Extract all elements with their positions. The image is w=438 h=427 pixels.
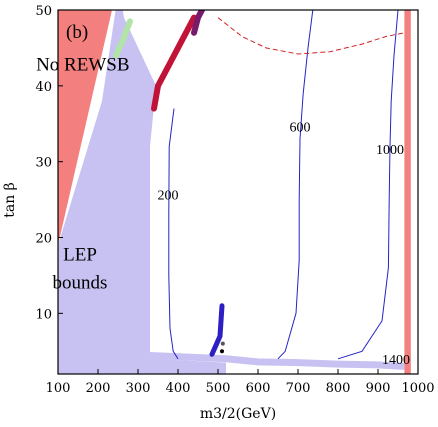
y-tick-label-40: 40 <box>35 80 52 95</box>
x-tick-label-300: 300 <box>126 381 151 396</box>
regions <box>58 10 411 374</box>
region-label-1-0: LEP <box>63 244 97 265</box>
x-tick-label-700: 700 <box>286 381 311 396</box>
x-tick-label-800: 800 <box>326 381 351 396</box>
region-2 <box>404 10 411 374</box>
x-tick-label-100: 100 <box>46 381 71 396</box>
marker-1 <box>220 349 224 354</box>
contour-label-200: 200 <box>158 189 179 204</box>
band-0 <box>113 18 133 59</box>
labels: No REWSB LEP bounds 200 600 1000 1400 <box>36 55 410 368</box>
y-tick-label-50: 50 <box>35 4 52 19</box>
lower-strip <box>137 351 405 370</box>
axes: 100 200 300 400 500 600 700 800 900 1000 10 20 30 40 5… <box>35 4 434 396</box>
y-tick-label-20: 20 <box>35 232 52 247</box>
y-tick-label-30: 30 <box>35 156 52 171</box>
x-tick-label-200: 200 <box>86 381 111 396</box>
contour-label-1400: 1400 <box>382 353 410 368</box>
band-2 <box>191 10 205 36</box>
x-tick-label-900: 900 <box>366 381 391 396</box>
region-1 <box>58 10 226 374</box>
contour-600 <box>277 10 314 360</box>
region-label-0-0: No REWSB <box>36 55 129 76</box>
panel-label: (b) <box>66 22 88 43</box>
y-axis-title: tan β <box>2 182 18 218</box>
region-0 <box>58 10 112 246</box>
marker-span-0 <box>209 303 225 357</box>
x-tick-label-500: 500 <box>206 381 231 396</box>
region-label-1-1: bounds <box>53 272 108 293</box>
contour-label-1000: 1000 <box>376 143 404 158</box>
contour-label-600: 600 <box>290 120 311 135</box>
x-tick-label-600: 600 <box>246 381 271 396</box>
x-tick-label-400: 400 <box>166 381 191 396</box>
bands <box>113 10 205 112</box>
plot-frame <box>57 9 419 375</box>
x-tick-label-1000: 1000 <box>401 381 434 396</box>
dashed-curve <box>217 17 405 55</box>
contours <box>168 10 405 360</box>
markers <box>209 303 225 357</box>
y-tick-label-10: 10 <box>35 307 52 322</box>
contour-200 <box>168 108 179 360</box>
band-1 <box>151 14 197 112</box>
marker-2 <box>220 341 225 346</box>
contour-1000 <box>337 10 399 360</box>
x-axis-title: m3/2(GeV) <box>200 406 276 422</box>
